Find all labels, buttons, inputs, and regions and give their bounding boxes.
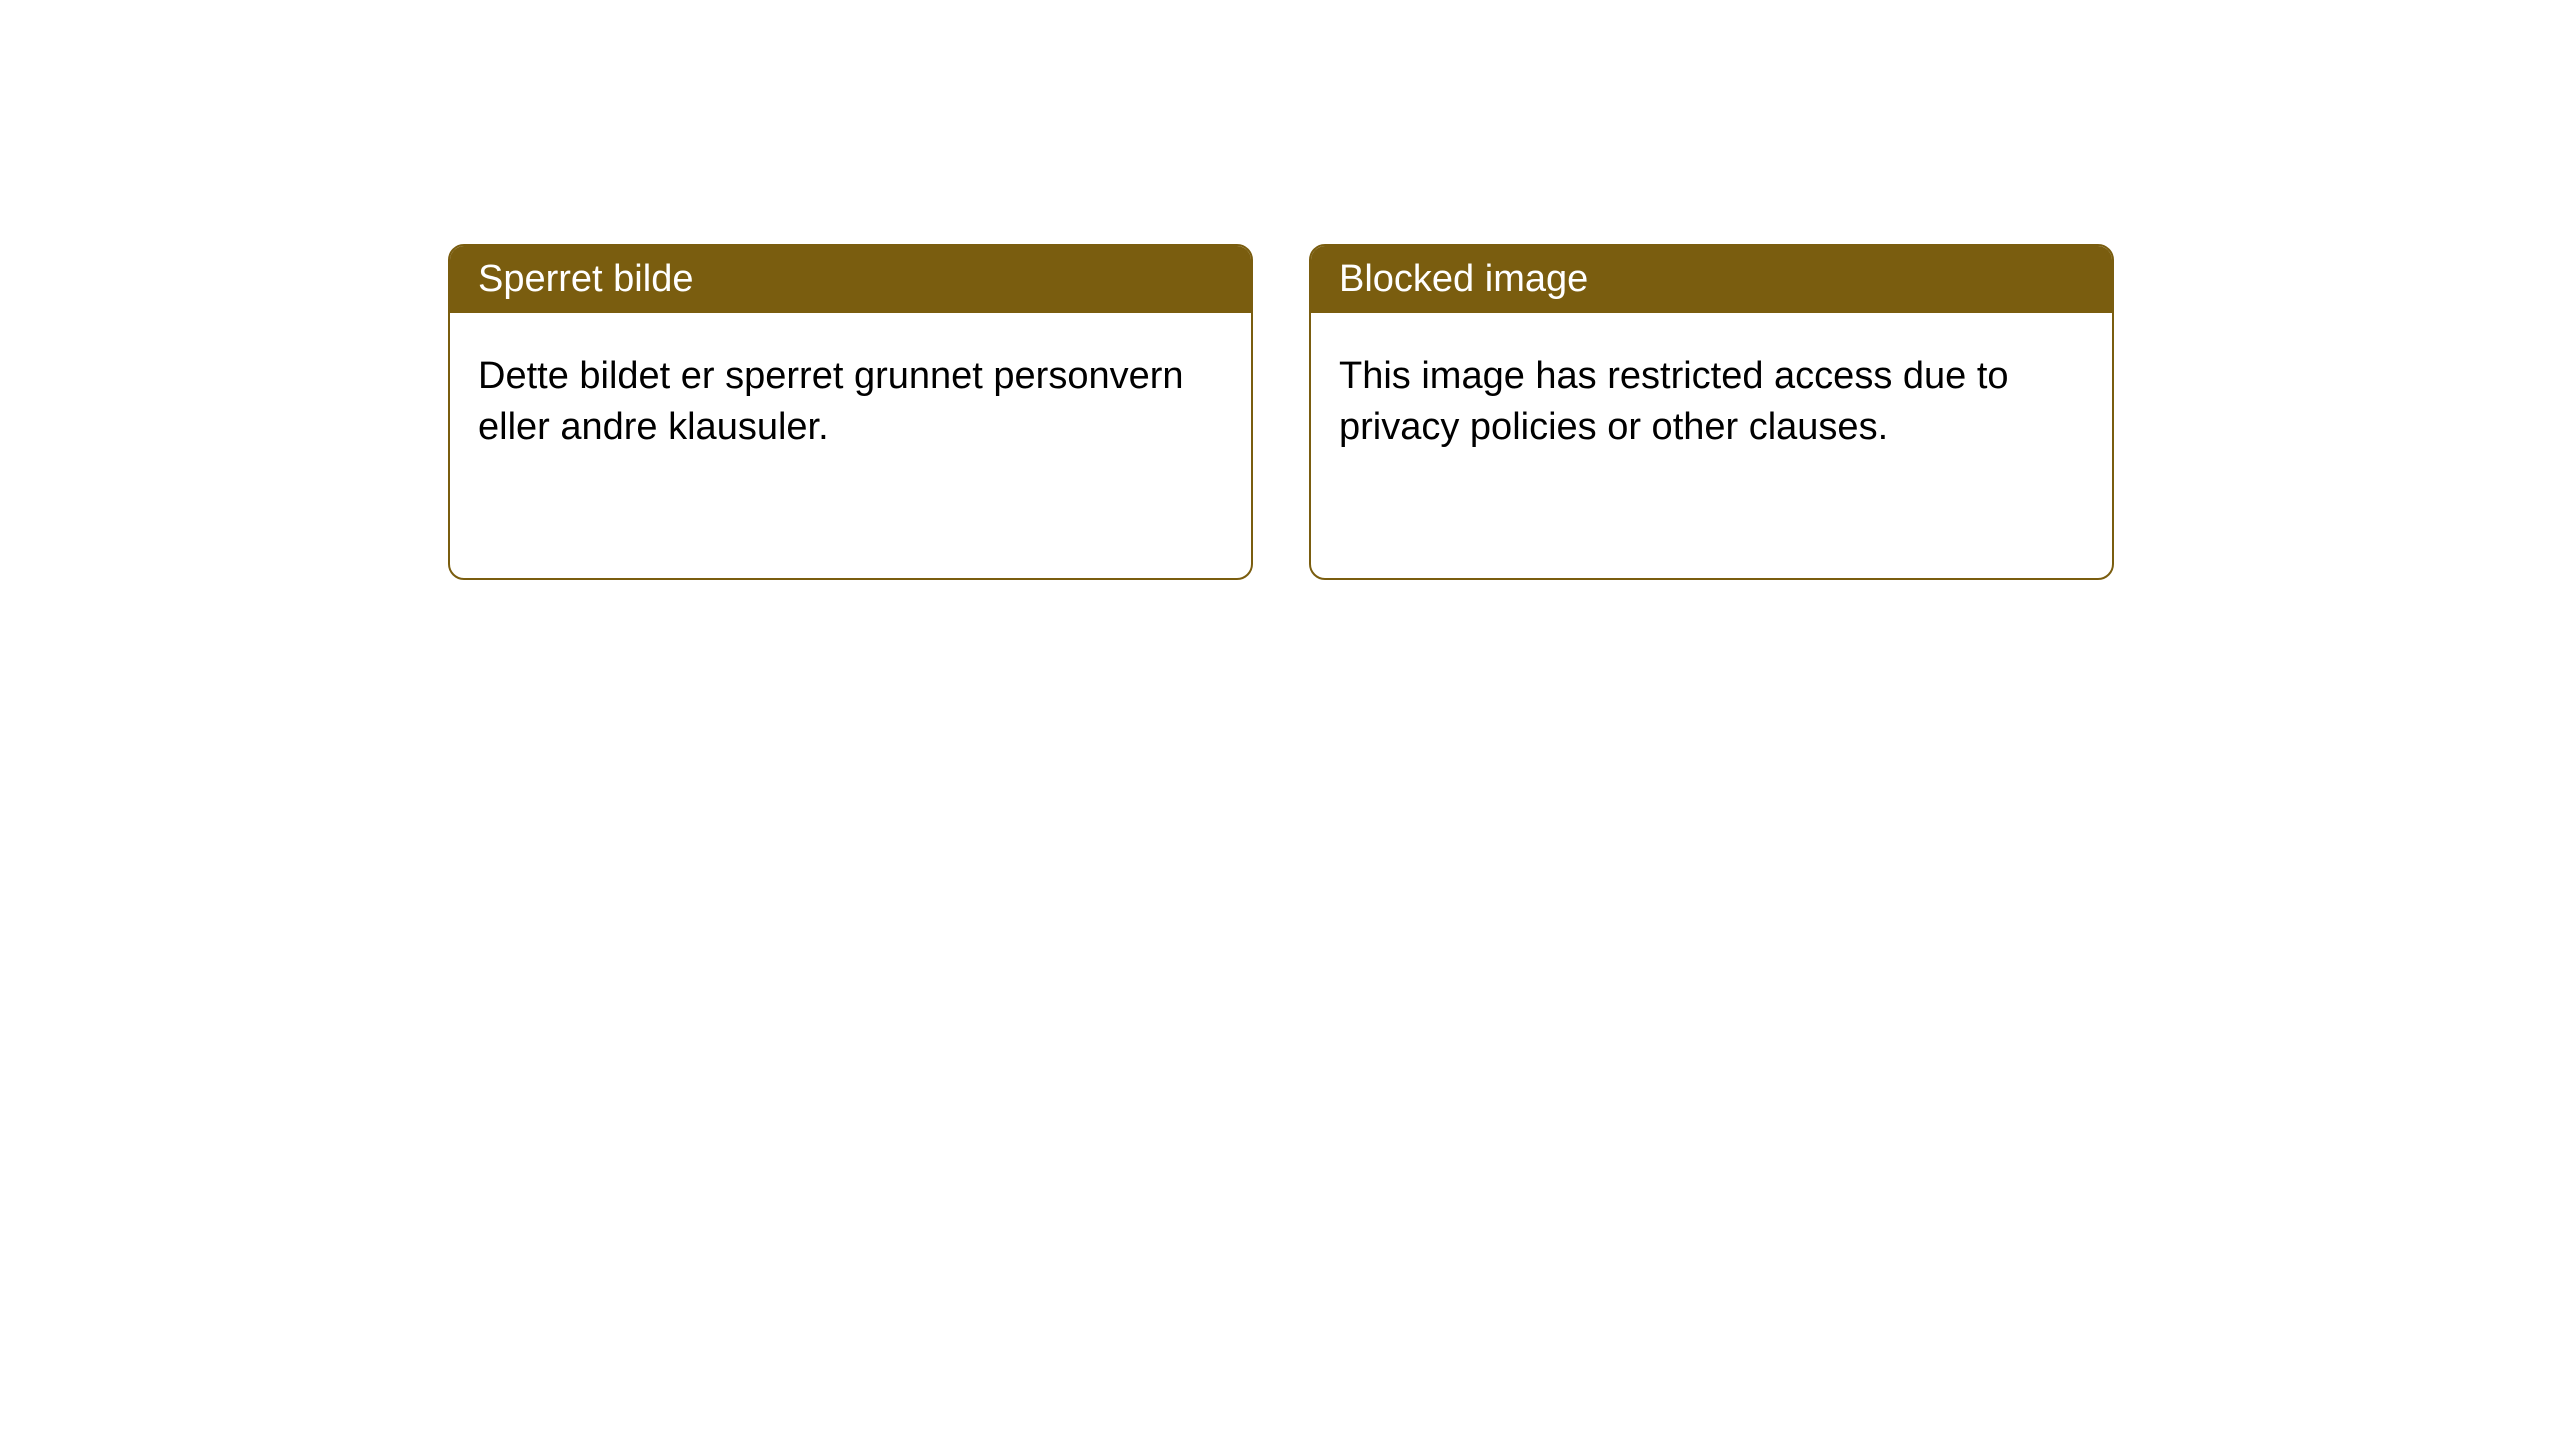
- notice-card-norwegian: Sperret bilde Dette bildet er sperret gr…: [448, 244, 1253, 580]
- notice-text: Dette bildet er sperret grunnet personve…: [478, 355, 1184, 448]
- notice-card-english: Blocked image This image has restricted …: [1309, 244, 2114, 580]
- notice-header-norwegian: Sperret bilde: [450, 246, 1251, 313]
- notice-text: This image has restricted access due to …: [1339, 355, 2009, 448]
- notice-body-english: This image has restricted access due to …: [1311, 313, 2112, 492]
- notice-container: Sperret bilde Dette bildet er sperret gr…: [0, 0, 2560, 580]
- notice-title: Blocked image: [1339, 258, 1588, 300]
- notice-header-english: Blocked image: [1311, 246, 2112, 313]
- notice-title: Sperret bilde: [478, 258, 693, 300]
- notice-body-norwegian: Dette bildet er sperret grunnet personve…: [450, 313, 1251, 492]
